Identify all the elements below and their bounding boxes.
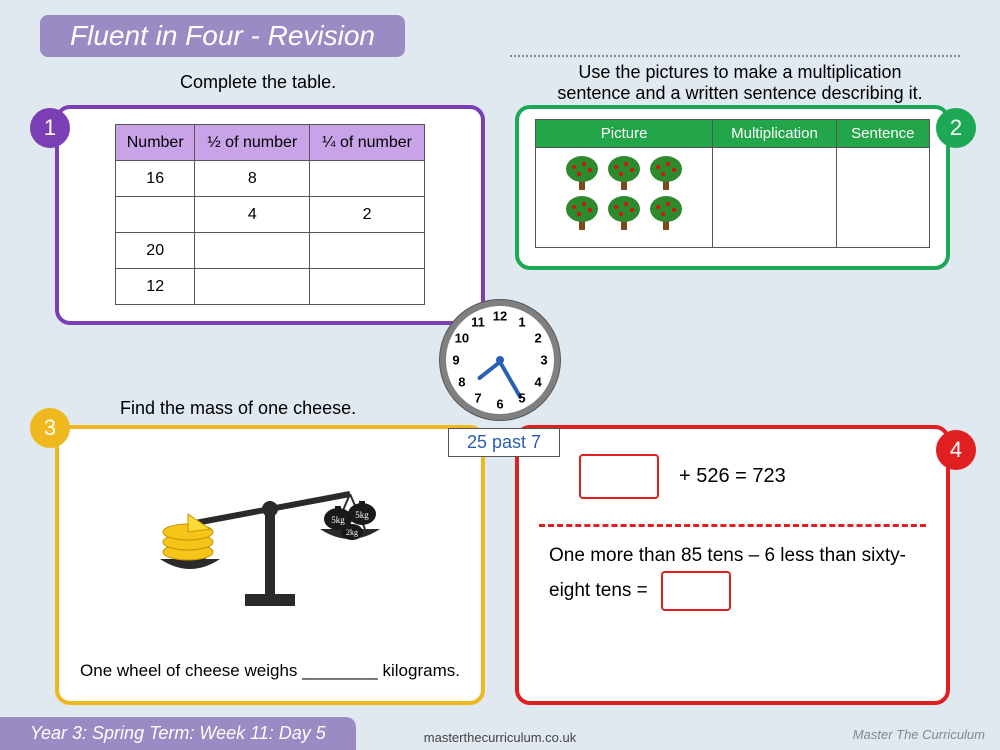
clock-number: 2 (534, 331, 541, 346)
clock-number: 11 (471, 314, 485, 329)
question-badge-1: 1 (30, 108, 70, 148)
clock-center-dot (496, 356, 504, 364)
table-row: Picture Multiplication Sentence (536, 120, 930, 148)
q1-instruction: Complete the table. (180, 72, 336, 93)
clock-number: 5 (518, 391, 525, 406)
clock-number: 3 (540, 353, 547, 368)
table-row: 42 (116, 197, 425, 233)
q1-table: Number ½ of number ¼ of number 168 42 20… (115, 124, 425, 305)
q4-word-problem: One more than 85 tens – 6 less than sixt… (549, 542, 916, 611)
weight-label: 5kg (331, 515, 345, 525)
q2-instruction: Use the pictures to make a multiplicatio… (540, 62, 940, 104)
q2-picture-cell (536, 148, 713, 248)
table-row (536, 148, 930, 248)
tree-icon (562, 152, 602, 192)
q4-answer-box-1 (579, 454, 659, 499)
q4-answer-box-2 (661, 571, 731, 611)
q1-panel: Number ½ of number ¼ of number 168 42 20… (55, 105, 485, 325)
tree-icon (604, 192, 644, 232)
q4-panel: + 526 = 723 One more than 85 tens – 6 le… (515, 425, 950, 705)
footer-logo-text: Master The Curriculum (853, 727, 985, 742)
q4-equation: + 526 = 723 (679, 465, 786, 488)
q2-multiplication-cell (713, 148, 836, 248)
tree-icon (646, 152, 686, 192)
weight-label: 2kg (346, 528, 358, 537)
q2-panel: Picture Multiplication Sentence (515, 105, 950, 270)
clock-number: 7 (474, 391, 481, 406)
q4-equation-row: + 526 = 723 (579, 454, 946, 499)
page-title: Fluent in Four - Revision (40, 15, 405, 57)
clock-number: 1 (518, 314, 525, 329)
dashed-separator (539, 524, 926, 527)
clock-number: 9 (452, 353, 459, 368)
question-badge-2: 2 (936, 108, 976, 148)
question-badge-4: 4 (936, 430, 976, 470)
q3-instruction: Find the mass of one cheese. (120, 398, 356, 419)
table-row: Number ½ of number ¼ of number (116, 125, 425, 161)
footer-url: masterthecurriculum.co.uk (0, 730, 1000, 745)
q1-header: ½ of number (195, 125, 310, 161)
clock-number: 12 (493, 309, 507, 324)
q2-sentence-cell (836, 148, 929, 248)
q1-header: Number (116, 125, 195, 161)
clock-number: 6 (496, 397, 503, 412)
tree-icon (562, 192, 602, 232)
table-row: 168 (116, 161, 425, 197)
clock-number: 10 (455, 331, 469, 346)
q1-header: ¼ of number (310, 125, 425, 161)
table-row: 20 (116, 233, 425, 269)
balance-scale: 5kg 5kg 2kg (59, 429, 481, 619)
q3-panel: 5kg 5kg 2kg One wheel of cheese weighs _… (55, 425, 485, 705)
weight-label: 5kg (355, 510, 369, 520)
table-row: 12 (116, 269, 425, 305)
clock: 12 12 3 45678 9 1011 (440, 300, 560, 420)
question-badge-3: 3 (30, 408, 70, 448)
tree-icon (604, 152, 644, 192)
clock-number: 8 (458, 375, 465, 390)
q3-sentence: One wheel of cheese weighs ________ kilo… (59, 661, 481, 681)
decorative-dotted-line (510, 55, 960, 57)
tree-icon (646, 192, 686, 232)
q2-table: Picture Multiplication Sentence (535, 119, 930, 248)
clock-time-label: 25 past 7 (448, 428, 560, 457)
clock-number: 4 (534, 375, 541, 390)
